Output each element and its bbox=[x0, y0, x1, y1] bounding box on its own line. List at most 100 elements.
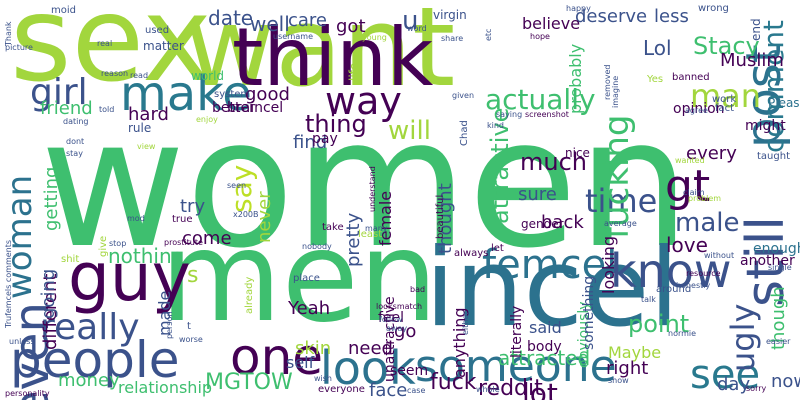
word-actually: actually bbox=[485, 83, 596, 116]
word-make: make bbox=[120, 66, 252, 122]
word-many: many bbox=[365, 224, 388, 233]
word-moid: moid bbox=[51, 5, 76, 16]
word-reddit: reddit bbox=[478, 376, 543, 400]
word-wish: wish bbox=[314, 374, 333, 383]
word-body: body bbox=[527, 339, 562, 355]
word-place: place bbox=[293, 273, 320, 284]
word-right: right bbox=[606, 358, 649, 379]
word-really: really bbox=[40, 307, 140, 348]
word-fact: fact bbox=[715, 103, 735, 114]
word-every: every bbox=[686, 143, 737, 164]
word-kind: kind bbox=[487, 121, 505, 130]
word-prostitute: prostitute bbox=[164, 238, 203, 247]
word-feel: feel bbox=[378, 310, 405, 326]
word-mod: mod bbox=[127, 214, 145, 223]
word-give: give bbox=[98, 235, 109, 257]
word-man: man bbox=[690, 77, 762, 115]
word-probably: probably bbox=[566, 43, 585, 114]
word-worse: worse bbox=[179, 335, 203, 344]
word-stacy: Stacy bbox=[693, 32, 760, 60]
word-problem: problem bbox=[688, 194, 722, 203]
word-well: well bbox=[250, 12, 290, 36]
word-always: always bbox=[454, 248, 489, 259]
word-people: people bbox=[10, 331, 180, 389]
word-username: username bbox=[273, 32, 313, 41]
word-friend: friend bbox=[40, 98, 93, 119]
word-enjoy: enjoy bbox=[196, 115, 218, 124]
word-view: view bbox=[137, 142, 156, 151]
word-will: will bbox=[388, 116, 431, 146]
word-yes: Yes bbox=[647, 74, 664, 85]
word-removed: removed bbox=[603, 64, 612, 100]
word-stay: stay bbox=[66, 149, 83, 158]
word-reason: reason bbox=[101, 69, 129, 78]
word-going: going bbox=[38, 268, 59, 319]
word-s: s bbox=[187, 263, 199, 288]
word-taught: taught bbox=[757, 151, 790, 162]
word-come: come bbox=[182, 228, 232, 249]
word-without: without bbox=[704, 251, 735, 260]
word-day: day bbox=[717, 374, 751, 395]
word-need: need bbox=[348, 338, 393, 359]
word-believe: believe bbox=[522, 14, 581, 33]
word-wrong: wrong bbox=[698, 3, 729, 14]
word-unless: unless bbox=[9, 337, 35, 346]
word-looking: looking bbox=[599, 235, 618, 294]
word-end: end bbox=[749, 18, 763, 41]
word-follow: follow bbox=[379, 315, 403, 324]
word-better: better bbox=[212, 100, 255, 116]
word-money: money bbox=[58, 370, 120, 391]
word-world: world bbox=[191, 69, 225, 83]
word-easier: easier bbox=[766, 337, 791, 346]
word-less: less bbox=[654, 6, 689, 27]
word-happy: happy bbox=[566, 4, 591, 13]
word-u: u bbox=[402, 6, 419, 36]
word-honestly: honestly bbox=[676, 281, 711, 290]
word-shit: shit bbox=[61, 254, 80, 265]
word-never: never bbox=[254, 191, 275, 243]
word-hope: hope bbox=[530, 32, 550, 41]
word-chad: Chad bbox=[459, 120, 470, 146]
word-got: got bbox=[336, 16, 366, 37]
word-back: back bbox=[541, 212, 584, 233]
word-given: given bbox=[452, 91, 475, 100]
word-sex: sex bbox=[10, 0, 212, 108]
word-trufemcels-comments: Trufemcels comments bbox=[4, 239, 13, 328]
word-might: might bbox=[745, 118, 786, 134]
word-look: look bbox=[320, 341, 416, 395]
word-looksmatch: looksmatch bbox=[376, 302, 423, 311]
word-nobody: nobody bbox=[302, 242, 332, 251]
word-rule: rule bbox=[128, 121, 152, 135]
word-wanted: wanted bbox=[675, 156, 705, 165]
word-take: take bbox=[322, 222, 344, 233]
word-picture: picture bbox=[5, 43, 33, 52]
word-single: single bbox=[768, 263, 792, 272]
word-bad: bad bbox=[410, 285, 426, 294]
word-show: show bbox=[608, 376, 629, 385]
word-skin: skin bbox=[295, 338, 332, 359]
word-lol: Lol bbox=[643, 36, 672, 60]
word-now: now bbox=[771, 371, 800, 392]
word-good: good bbox=[245, 84, 290, 105]
word-gender: gender bbox=[521, 217, 564, 231]
word-incel: incel bbox=[425, 226, 680, 351]
word-work: work bbox=[712, 94, 737, 105]
word-enough: enough bbox=[753, 241, 800, 257]
word-beautiful: beautiful bbox=[435, 194, 446, 239]
word-stop: stop bbox=[109, 239, 127, 248]
word-life: life bbox=[347, 62, 361, 81]
word-system: system bbox=[214, 89, 251, 100]
word-yeah: Yeah bbox=[288, 298, 331, 319]
word-maybe: Maybe bbox=[608, 343, 662, 362]
word-x200b: x200B bbox=[233, 210, 259, 219]
word-point: point bbox=[628, 310, 690, 338]
word-either: either bbox=[461, 311, 470, 335]
word-screenshot: screenshot bbox=[525, 110, 569, 119]
word-guy: guy bbox=[68, 239, 191, 316]
word-agree: agree bbox=[685, 106, 708, 115]
word-least: least bbox=[358, 229, 383, 240]
word-talk: talk bbox=[641, 295, 656, 304]
word-literally: literally bbox=[509, 305, 525, 358]
word-getting: getting bbox=[41, 166, 62, 231]
word-seen: seen bbox=[227, 181, 247, 190]
